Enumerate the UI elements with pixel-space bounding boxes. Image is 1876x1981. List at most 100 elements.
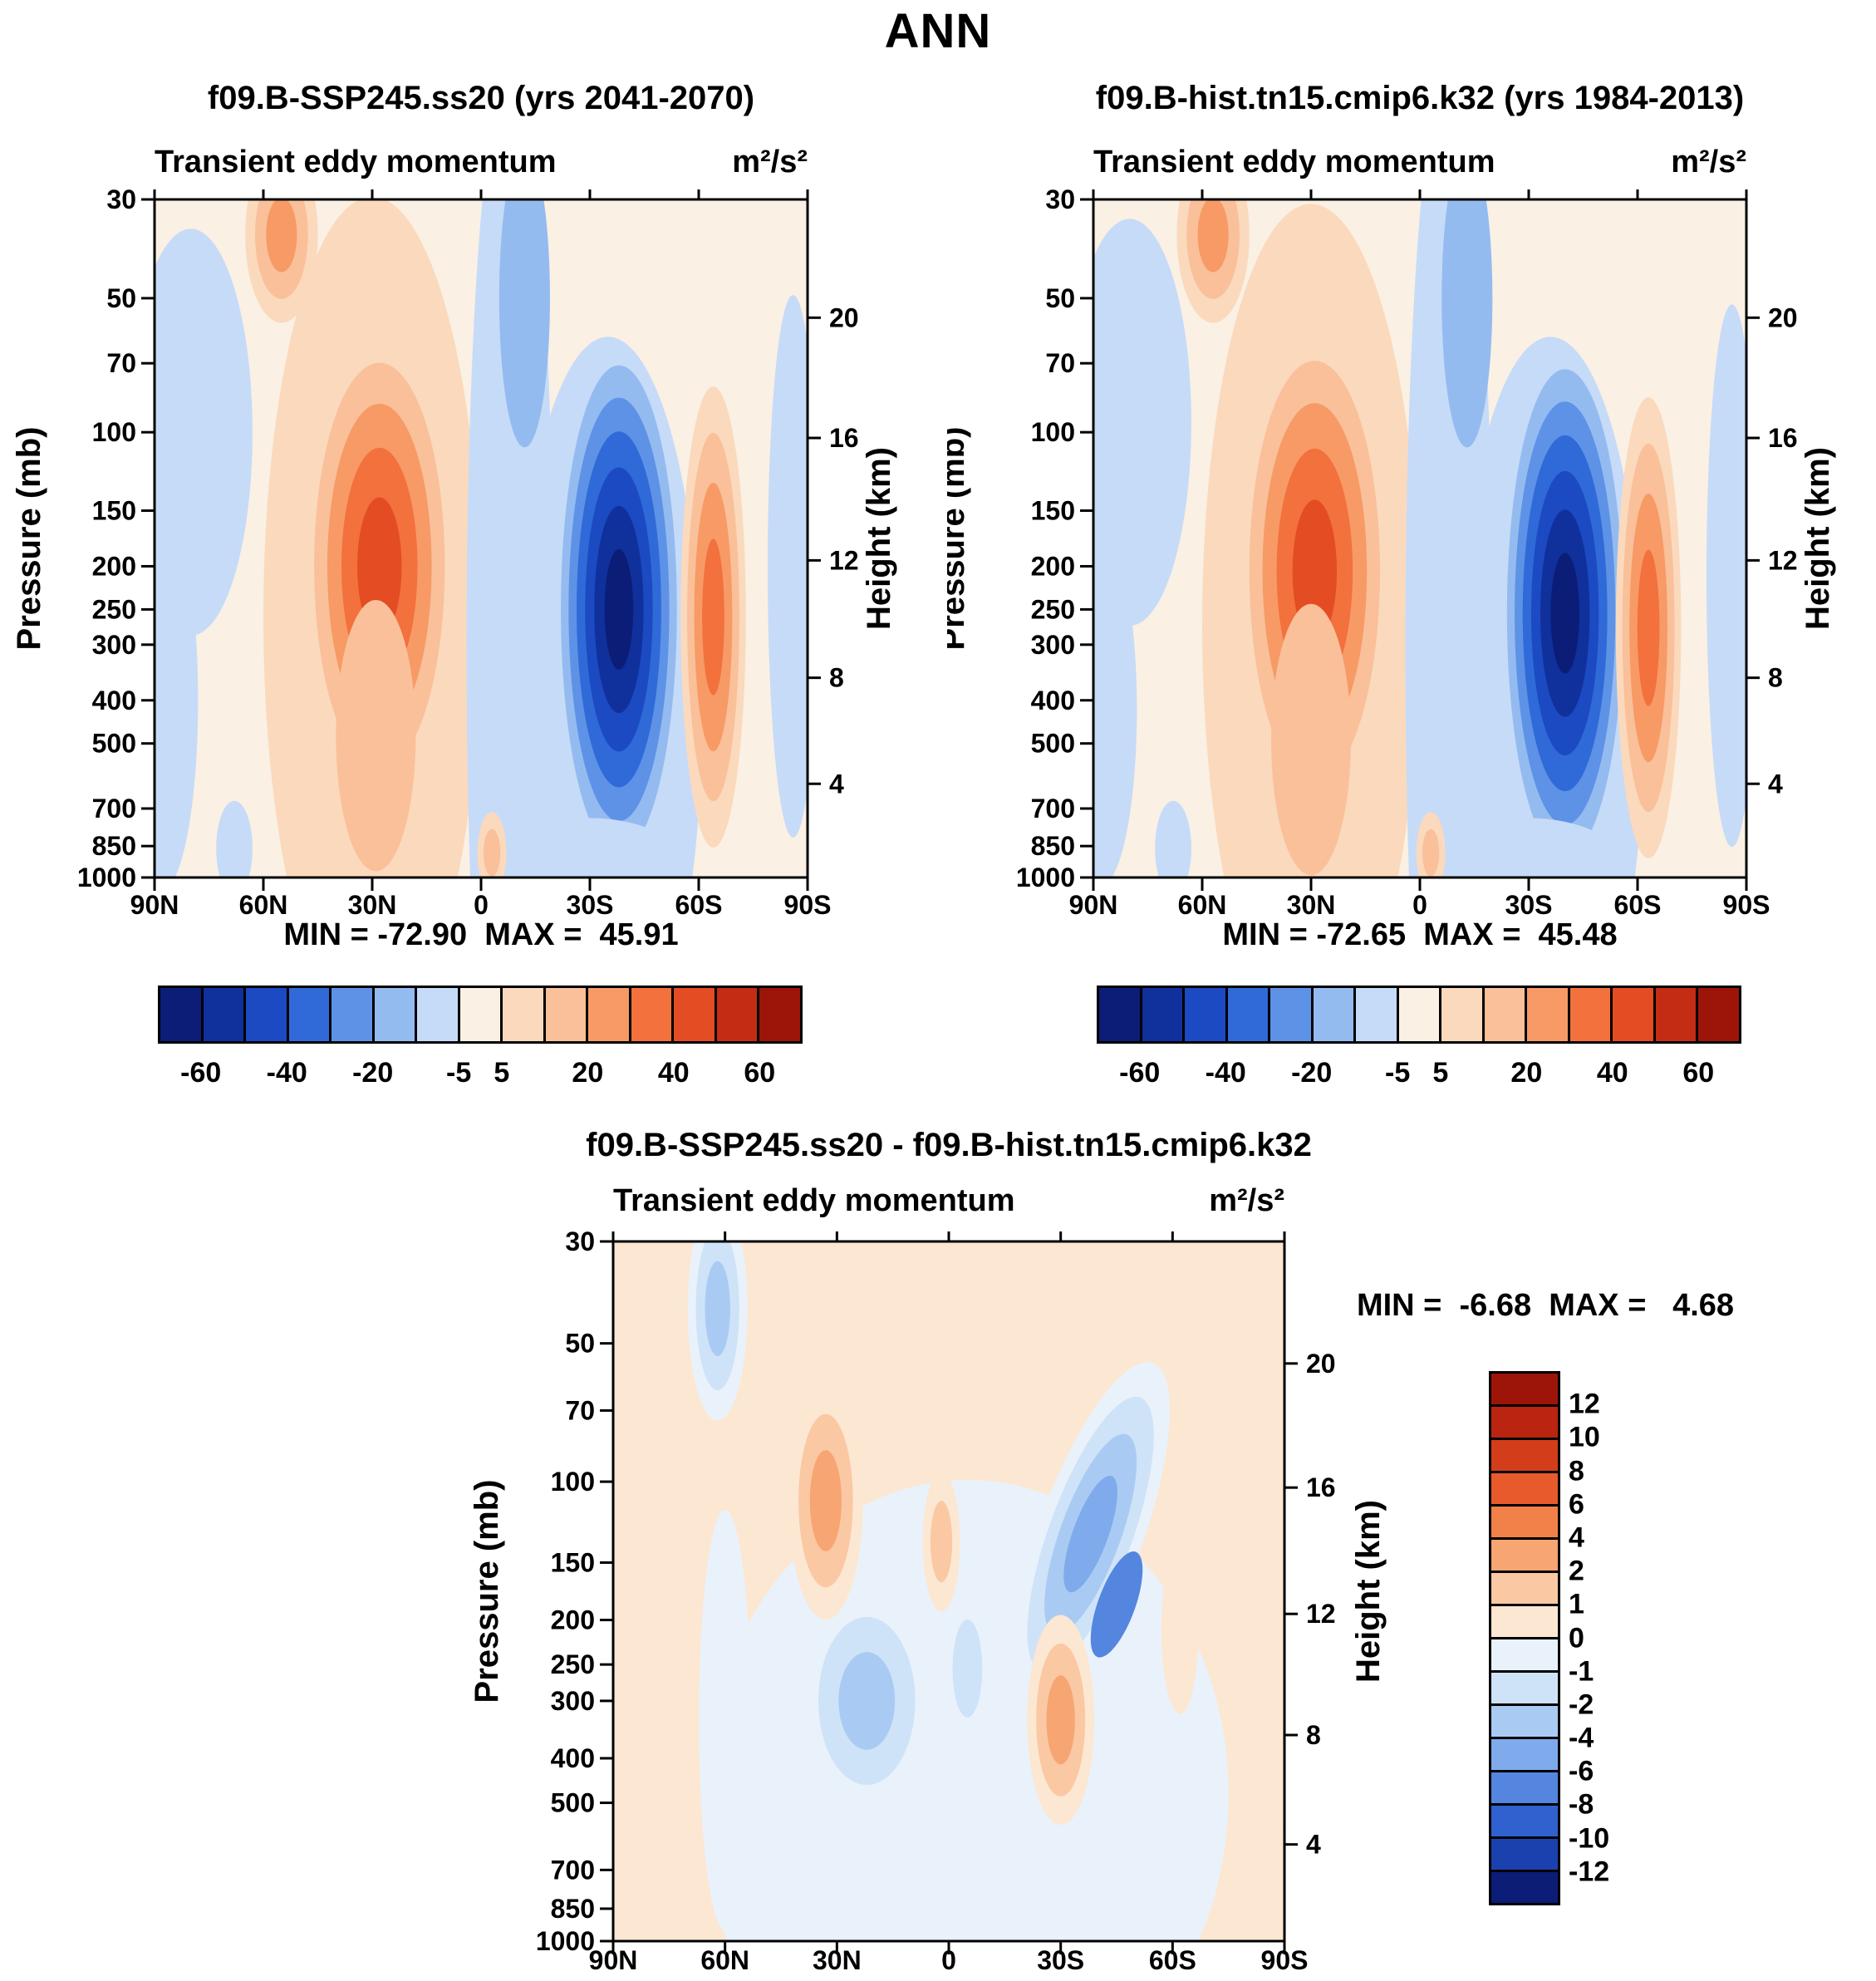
svg-text:20: 20 — [1306, 1349, 1336, 1379]
svg-text:200: 200 — [551, 1605, 595, 1635]
svg-text:16: 16 — [1768, 423, 1798, 453]
svg-text:60N: 60N — [239, 890, 288, 920]
panel2-stats: MIN = -72.65 MAX = 45.48 — [1222, 917, 1618, 952]
svg-text:4: 4 — [1768, 769, 1783, 799]
svg-text:30S: 30S — [1037, 1945, 1084, 1975]
svg-text:90N: 90N — [589, 1945, 638, 1975]
svg-text:850: 850 — [551, 1894, 595, 1924]
svg-text:1000: 1000 — [1016, 863, 1075, 892]
svg-text:30: 30 — [565, 1231, 595, 1256]
svg-text:1000: 1000 — [77, 863, 136, 892]
panel1-subtitle-row: Transient eddy momentum m²/s² — [155, 145, 808, 180]
svg-text:90N: 90N — [1069, 890, 1118, 920]
panel3-subtitle-row: Transient eddy momentum m²/s² — [613, 1183, 1284, 1219]
svg-text:30N: 30N — [348, 890, 397, 920]
svg-text:16: 16 — [829, 423, 859, 453]
svg-text:300: 300 — [92, 630, 136, 660]
svg-text:150: 150 — [92, 496, 136, 526]
svg-text:700: 700 — [1031, 794, 1075, 823]
svg-text:Pressure (mb): Pressure (mb) — [947, 427, 971, 651]
panel2-units: m²/s² — [1671, 145, 1746, 179]
svg-text:90S: 90S — [784, 890, 832, 920]
svg-text:90S: 90S — [1723, 890, 1770, 920]
panel1-title: f09.B-SSP245.ss20 (yrs 2041-2070) — [207, 80, 755, 116]
panel2-subtitle: Transient eddy momentum — [1093, 145, 1495, 179]
panel1-units: m²/s² — [732, 145, 808, 179]
svg-text:30N: 30N — [1287, 890, 1336, 920]
svg-text:30: 30 — [106, 189, 136, 214]
svg-text:60N: 60N — [700, 1945, 749, 1975]
svg-text:500: 500 — [1031, 729, 1075, 759]
svg-text:60S: 60S — [1614, 890, 1662, 920]
svg-text:850: 850 — [1031, 831, 1075, 861]
panel3-stats: MIN = -6.68 MAX = 4.68 — [1356, 1288, 1735, 1323]
panel1-stats: MIN = -72.90 MAX = 45.91 — [283, 917, 679, 952]
svg-text:150: 150 — [1031, 496, 1075, 526]
svg-text:60S: 60S — [675, 890, 723, 920]
svg-text:30N: 30N — [813, 1945, 862, 1975]
svg-text:400: 400 — [92, 686, 136, 715]
svg-text:700: 700 — [92, 794, 136, 823]
svg-text:0: 0 — [941, 1945, 956, 1975]
svg-text:400: 400 — [1031, 686, 1075, 715]
panel3-colorbar: 12 10 8 6 4 2 1 0 -1 -2 -4 -6 -8 -10 -12 — [1489, 1371, 1655, 1905]
svg-text:16: 16 — [1306, 1472, 1336, 1502]
svg-text:70: 70 — [565, 1395, 595, 1425]
svg-text:Height (km): Height (km) — [1350, 1500, 1387, 1683]
svg-text:850: 850 — [92, 831, 136, 861]
svg-text:30S: 30S — [567, 890, 614, 920]
svg-text:12: 12 — [1768, 545, 1798, 575]
svg-text:50: 50 — [1045, 283, 1075, 313]
svg-text:12: 12 — [1306, 1599, 1336, 1629]
panel1-subtitle: Transient eddy momentum — [155, 145, 557, 179]
svg-text:250: 250 — [1031, 594, 1075, 624]
svg-text:8: 8 — [1768, 663, 1783, 693]
svg-text:90N: 90N — [130, 890, 179, 920]
svg-text:60S: 60S — [1149, 1945, 1196, 1975]
svg-text:1000: 1000 — [536, 1926, 595, 1956]
figure-title: ANN — [884, 4, 992, 58]
panel2-subtitle-row: Transient eddy momentum m²/s² — [1093, 145, 1746, 180]
panel2-colorbar: -60 -40 -20 -5 5 20 40 60 — [1097, 986, 1741, 1094]
svg-text:4: 4 — [829, 769, 844, 799]
svg-text:200: 200 — [1031, 551, 1075, 581]
panel3-title: f09.B-SSP245.ss20 - f09.B-hist.tn15.cmip… — [586, 1127, 1312, 1163]
svg-text:8: 8 — [1306, 1720, 1321, 1750]
svg-text:70: 70 — [106, 348, 136, 378]
svg-text:200: 200 — [92, 551, 136, 581]
svg-text:Height (km): Height (km) — [1800, 447, 1836, 630]
svg-text:20: 20 — [829, 302, 859, 332]
svg-text:90S: 90S — [1261, 1945, 1309, 1975]
svg-text:400: 400 — [551, 1743, 595, 1773]
svg-text:250: 250 — [92, 594, 136, 624]
svg-text:12: 12 — [829, 545, 859, 575]
svg-text:100: 100 — [92, 417, 136, 447]
svg-text:8: 8 — [829, 663, 844, 693]
svg-text:0: 0 — [1412, 890, 1427, 920]
svg-text:0: 0 — [474, 890, 489, 920]
panel1-colorbar: -60 -40 -20 -5 5 20 40 60 — [158, 986, 803, 1094]
svg-text:700: 700 — [551, 1855, 595, 1885]
panel3-subtitle: Transient eddy momentum — [613, 1183, 1015, 1218]
svg-text:100: 100 — [1031, 417, 1075, 447]
svg-text:500: 500 — [92, 729, 136, 759]
svg-text:500: 500 — [551, 1788, 595, 1818]
svg-text:Height (km): Height (km) — [861, 447, 897, 630]
svg-text:300: 300 — [1031, 630, 1075, 660]
panel2-title: f09.B-hist.tn15.cmip6.k32 (yrs 1984-2013… — [1095, 80, 1745, 116]
svg-text:70: 70 — [1045, 348, 1075, 378]
svg-text:Pressure (mb): Pressure (mb) — [11, 427, 47, 651]
svg-text:250: 250 — [551, 1649, 595, 1679]
svg-text:150: 150 — [551, 1547, 595, 1577]
panel3-units: m²/s² — [1209, 1183, 1284, 1218]
svg-text:Pressure (mb): Pressure (mb) — [469, 1480, 505, 1703]
svg-text:4: 4 — [1306, 1830, 1321, 1860]
svg-text:50: 50 — [565, 1329, 595, 1359]
svg-text:30S: 30S — [1505, 890, 1553, 920]
svg-text:100: 100 — [551, 1467, 595, 1497]
svg-text:60N: 60N — [1178, 890, 1227, 920]
